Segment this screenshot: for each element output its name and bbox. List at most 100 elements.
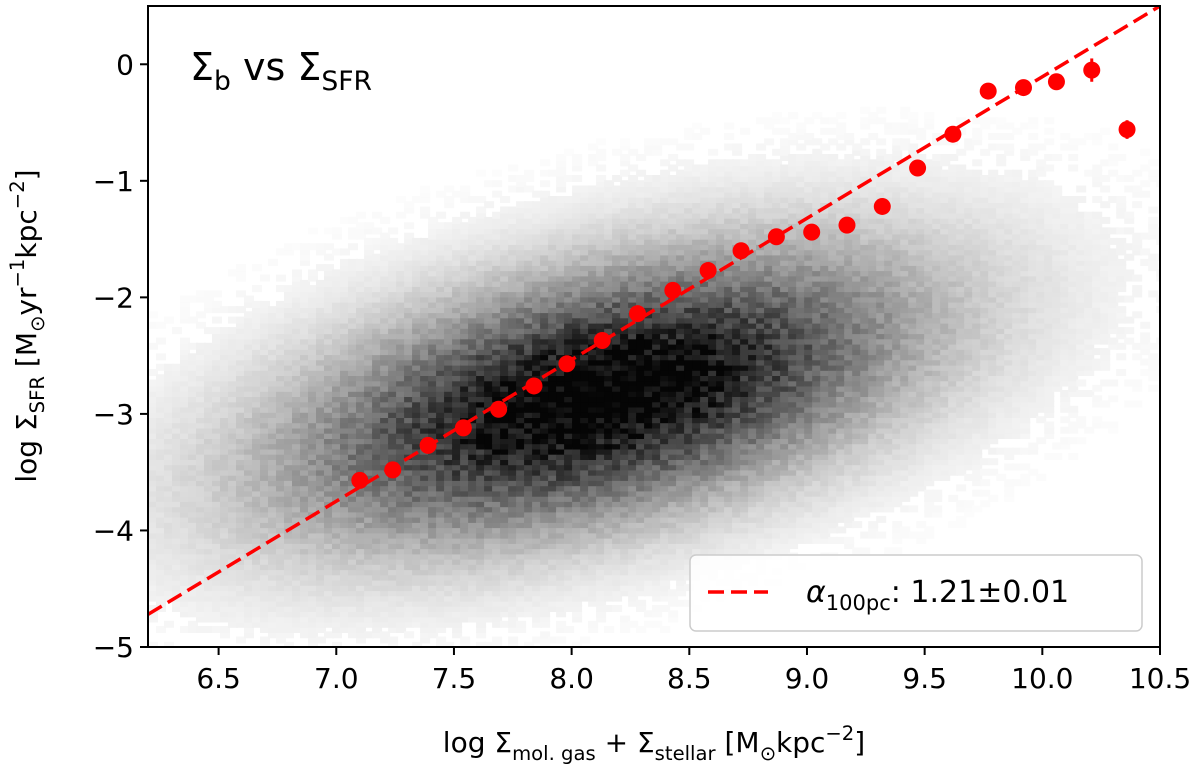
density-cell [644, 468, 655, 476]
density-cell [660, 138, 671, 146]
density-cell [404, 468, 415, 476]
density-cell [636, 395, 647, 403]
density-cell [228, 599, 238, 607]
density-cell [508, 542, 519, 550]
density-cell [492, 494, 503, 502]
density-cell [452, 500, 463, 508]
density-cell [508, 222, 519, 230]
density-cell [636, 515, 647, 523]
density-cell [380, 526, 391, 534]
density-cell [668, 442, 679, 450]
density-cell [204, 374, 214, 382]
density-cell [636, 442, 647, 450]
density-cell [188, 458, 198, 466]
density-cell [532, 206, 543, 214]
density-cell [516, 421, 527, 429]
density-cell [412, 615, 423, 623]
density-cell [172, 599, 182, 607]
density-cell [572, 237, 583, 245]
density-cell [420, 584, 431, 592]
density-cell [524, 421, 535, 429]
density-cell [148, 641, 158, 647]
density-cell [612, 432, 623, 439]
density-cell [556, 154, 567, 161]
density-cell [444, 342, 455, 350]
density-cell [412, 552, 423, 560]
density-cell [556, 348, 567, 356]
density-cell [260, 626, 270, 633]
density-cell [340, 432, 350, 439]
density-cell [196, 426, 206, 434]
density-cell [404, 463, 415, 471]
density-cell [308, 610, 318, 618]
density-cell [292, 295, 302, 303]
density-cell [508, 605, 519, 612]
density-cell [508, 358, 519, 366]
density-cell [484, 589, 495, 597]
density-cell [348, 458, 358, 466]
density-cell [380, 253, 391, 261]
density-cell [316, 337, 326, 345]
density-cell [556, 379, 567, 387]
density-cell [604, 578, 615, 586]
density-cell [620, 337, 631, 345]
density-cell [292, 531, 302, 539]
density-cell [180, 536, 190, 544]
density-cell [596, 494, 607, 502]
density-cell [388, 610, 399, 618]
density-cell [308, 615, 318, 623]
density-cell [308, 547, 318, 555]
density-cell [652, 584, 663, 592]
density-cell [356, 384, 366, 392]
density-cell [500, 300, 511, 308]
density-cell [484, 505, 495, 513]
density-cell [564, 447, 575, 455]
density-cell [524, 605, 535, 612]
density-cell [428, 353, 439, 361]
density-cell [348, 484, 358, 492]
density-cell [508, 164, 519, 172]
density-cell [364, 484, 375, 492]
density-cell [196, 400, 206, 408]
density-cell [668, 547, 679, 555]
density-cell [308, 557, 318, 565]
density-cell [500, 264, 511, 272]
density-cell [348, 542, 358, 550]
density-cell [476, 337, 487, 345]
density-cell [572, 610, 583, 618]
density-cell [340, 510, 350, 518]
density-cell [276, 369, 286, 376]
density-cell [380, 484, 391, 492]
density-cell [580, 358, 591, 366]
density-cell [364, 264, 375, 272]
density-cell [492, 536, 503, 544]
density-cell [676, 599, 687, 607]
density-cell [436, 484, 447, 492]
density-cell [476, 473, 487, 481]
density-cell [660, 159, 671, 167]
density-cell [668, 615, 679, 623]
density-cell [580, 421, 591, 429]
density-cell [308, 300, 318, 308]
density-cell [268, 358, 278, 366]
density-cell [332, 453, 342, 460]
density-cell [204, 384, 214, 392]
density-cell [580, 342, 591, 350]
density-cell [484, 358, 495, 366]
density-cell [476, 405, 487, 413]
density-cell [476, 594, 487, 602]
density-cell [628, 542, 639, 550]
density-cell [228, 605, 238, 612]
density-cell [492, 337, 503, 345]
density-cell [364, 227, 375, 235]
density-cell [196, 374, 206, 382]
density-cell [148, 521, 158, 529]
density-cell [156, 515, 166, 523]
density-cell [452, 416, 463, 424]
density-cell [516, 626, 527, 633]
density-cell [180, 599, 190, 607]
density-cell [636, 421, 647, 429]
density-cell [604, 500, 615, 508]
density-cell [356, 227, 366, 235]
density-cell [180, 400, 190, 408]
